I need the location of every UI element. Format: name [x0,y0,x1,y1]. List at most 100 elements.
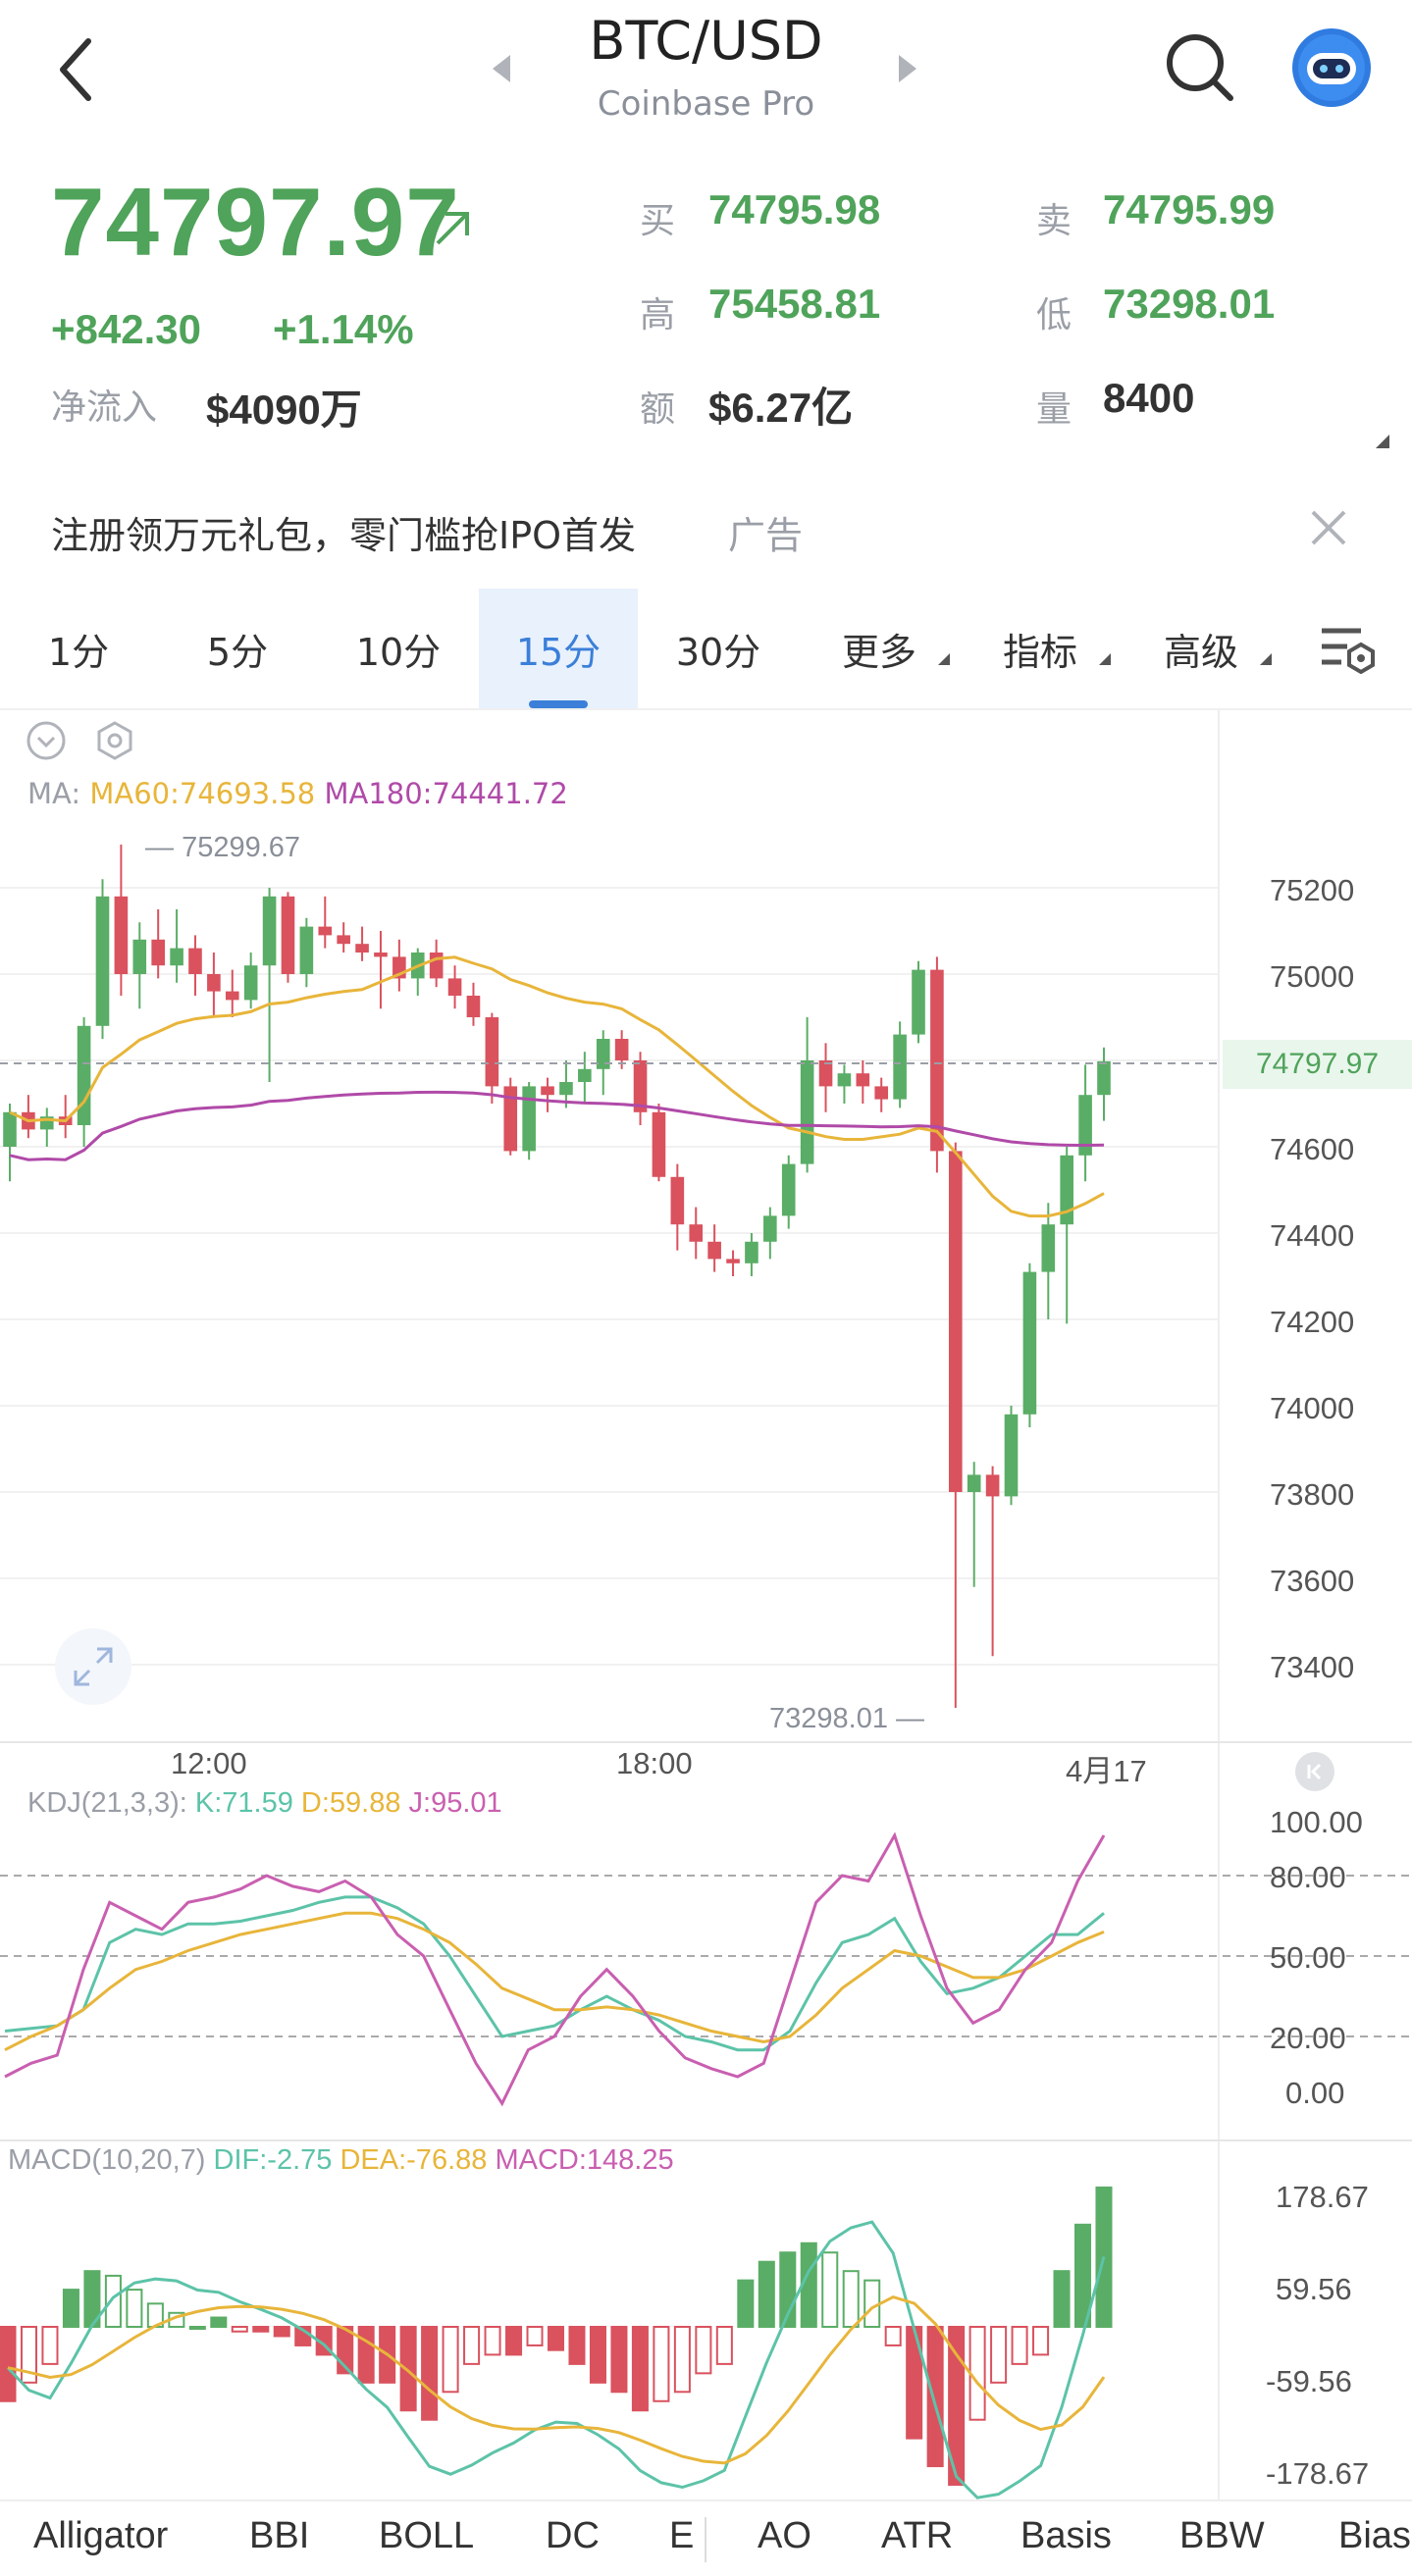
candle [614,1039,629,1060]
indicator-ao[interactable]: AO [758,2515,811,2556]
ma-prefix: MA: [27,777,81,810]
candle [1078,1095,1092,1156]
amount-label: 额 [640,389,676,430]
candle [985,1474,1000,1497]
macd-bar [442,2326,459,2394]
fullscreen-button[interactable] [55,1628,131,1705]
macd-legend: MACD(10,20,7) DIF:-2.75 DEA:-76.88 MACD:… [8,2144,674,2177]
candle [541,1086,554,1096]
tab-label: 高级 [1163,630,1238,674]
candle [485,1017,499,1087]
indicator-atr[interactable]: ATR [881,2515,954,2556]
exchange-subtitle: Coinbase Pro [597,84,815,124]
indicator-settings-button[interactable] [94,720,135,765]
y-tick: 73800 [1270,1477,1355,1512]
tab-30min[interactable]: 30分 [638,589,799,708]
macd-dif-value: DIF:-2.75 [213,2144,333,2176]
x-tick: 4月17 [1066,1754,1147,1788]
search-button[interactable] [1164,31,1236,108]
candle [207,974,221,992]
kdj-j-line [4,1831,1106,2107]
chart-settings-button[interactable] [1281,589,1412,708]
macd-y-tick: -178.67 [1266,2456,1370,2491]
jump-to-start-button[interactable] [1295,1752,1334,1791]
high-value: 75458.81 [708,281,881,327]
macd-bar [884,2326,902,2346]
macd-y-tick: 178.67 [1276,2180,1369,2214]
tab-more[interactable]: 更多 [799,589,960,708]
close-ad-button[interactable] [1309,508,1348,551]
macd-bar [210,2316,228,2329]
macd-bar [758,2260,775,2329]
expand-quote-corner-icon[interactable] [1376,434,1389,452]
macd-bar [104,2274,122,2329]
hexagon-settings-icon [97,721,132,760]
kdj-d-value: D:59.88 [300,1787,401,1819]
tab-indicators[interactable]: 指标 [960,589,1121,708]
macd-bar [231,2326,248,2333]
indicator-bbw[interactable]: BBW [1179,2515,1265,2556]
dropdown-corner-icon [1099,653,1111,665]
active-tab-indicator [529,700,588,708]
indicator-e[interactable]: E [669,2515,695,2556]
macd-bar [1074,2223,1092,2329]
tab-advanced[interactable]: 高级 [1121,589,1281,708]
tab-1min[interactable]: 1分 [0,589,157,708]
low-marker-value: 73298.01 [769,1703,888,1734]
macd-bar [653,2326,670,2402]
indicator-basis[interactable]: Basis [1020,2515,1112,2556]
macd-bar [589,2326,606,2384]
bid-label: 买 [640,201,676,241]
indicator-dc[interactable]: DC [546,2515,600,2556]
candle [949,1151,963,1492]
netflow-label: 净流入 [51,387,158,428]
macd-bar [62,2289,79,2329]
candle [447,978,462,996]
collapse-indicators-button[interactable] [26,720,67,765]
indicator-divider [705,2517,706,2562]
macd-bar [421,2326,439,2421]
candle [707,1241,721,1260]
indicator-alligator[interactable]: Alligator [33,2515,169,2556]
candle [243,965,258,1001]
macd-dif-line [6,2220,1106,2499]
y-tick: 74200 [1270,1305,1355,1339]
candle [818,1060,833,1087]
candle [95,896,110,1026]
low-label: 低 [1036,295,1072,335]
candle [633,1060,648,1112]
tab-5min[interactable]: 5分 [157,589,318,708]
kdj-y-tick: 20.00 [1270,2021,1346,2055]
tab-label: 5分 [206,630,269,674]
back-button[interactable] [57,35,96,104]
macd-y-tick: 59.56 [1276,2272,1352,2306]
candle [559,1082,573,1096]
volume-label: 量 [1036,389,1072,430]
kdj-d-line [4,1911,1105,2052]
close-icon [1311,510,1346,545]
candle [856,1073,870,1087]
indicator-boll[interactable]: BOLL [379,2515,475,2556]
macd-bar [715,2326,733,2365]
ma60-legend: MA60:74693.58 [89,777,316,810]
tab-10min[interactable]: 10分 [318,589,479,708]
period-tabs: 1分 5分 10分 15分 30分 更多 指标 高级 [0,589,1412,708]
next-symbol-button[interactable] [897,55,916,86]
macd-bar [926,2326,944,2468]
kdj-y-tick: 50.00 [1270,1940,1346,1975]
indicator-bbi[interactable]: BBI [249,2515,310,2556]
ma180-line [9,1090,1105,1161]
macd-bar [631,2326,649,2412]
macd-bar [821,2251,839,2329]
kline-chart-area[interactable] [0,710,1412,2499]
ad-banner-text[interactable]: 注册领万元礼包，零门槛抢IPO首发 [51,514,637,557]
kdj-k-line [4,1895,1105,2052]
robot-avatar-button[interactable] [1291,27,1372,112]
indicator-bias[interactable]: Bias [1338,2515,1411,2556]
ma180-legend: MA180:74441.72 [324,777,568,810]
tab-15min[interactable]: 15分 [479,589,638,708]
kdj-name: KDJ(21,3,3): [27,1787,187,1819]
macd-bar [0,2326,17,2402]
prev-symbol-button[interactable] [493,55,512,86]
candle [114,896,129,974]
